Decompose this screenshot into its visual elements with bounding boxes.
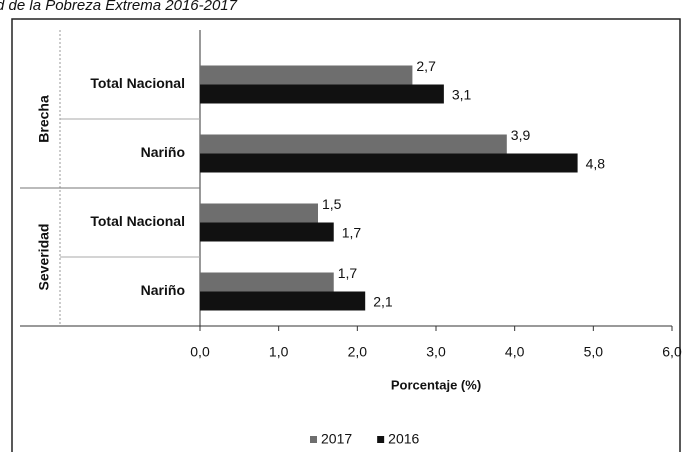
bar — [200, 291, 366, 311]
legend-label: 2017 — [321, 431, 352, 447]
bar — [200, 65, 413, 85]
bar — [200, 84, 444, 104]
value-label: 1,7 — [338, 265, 358, 281]
group-label: Brecha — [36, 95, 52, 143]
value-label: 3,9 — [511, 127, 531, 143]
legend-swatch — [377, 436, 385, 443]
category-label: Total Nacional — [90, 213, 185, 229]
bar — [200, 272, 334, 292]
legend-swatch — [310, 436, 317, 443]
x-tick-label: 4,0 — [505, 344, 525, 360]
value-label: 1,5 — [322, 196, 342, 212]
x-tick-label: 5,0 — [584, 344, 604, 360]
group-label: Severidad — [36, 224, 52, 291]
value-label: 3,1 — [452, 87, 472, 103]
value-label: 4,8 — [586, 156, 606, 172]
bar — [200, 153, 578, 173]
x-tick-label: 2,0 — [348, 344, 368, 360]
category-label: Nariño — [141, 144, 185, 160]
bar — [200, 222, 334, 242]
x-tick-label: 0,0 — [190, 344, 210, 360]
chart-frame — [11, 18, 681, 452]
x-axis-title: Porcentaje (%) — [391, 377, 481, 392]
value-label: 1,7 — [342, 225, 362, 241]
category-label: Total Nacional — [90, 75, 185, 91]
bar — [200, 134, 507, 154]
legend-label: 2016 — [388, 431, 419, 447]
value-label: 2,7 — [416, 58, 436, 74]
x-tick-label: 6,0 — [662, 344, 682, 360]
x-tick-label: 3,0 — [426, 344, 446, 360]
category-label: Nariño — [141, 282, 185, 298]
bar — [200, 203, 318, 223]
value-label: 2,1 — [373, 294, 393, 310]
x-tick-label: 1,0 — [269, 344, 289, 360]
chart-title: d de la Pobreza Extrema 2016-2017 — [0, 0, 238, 14]
